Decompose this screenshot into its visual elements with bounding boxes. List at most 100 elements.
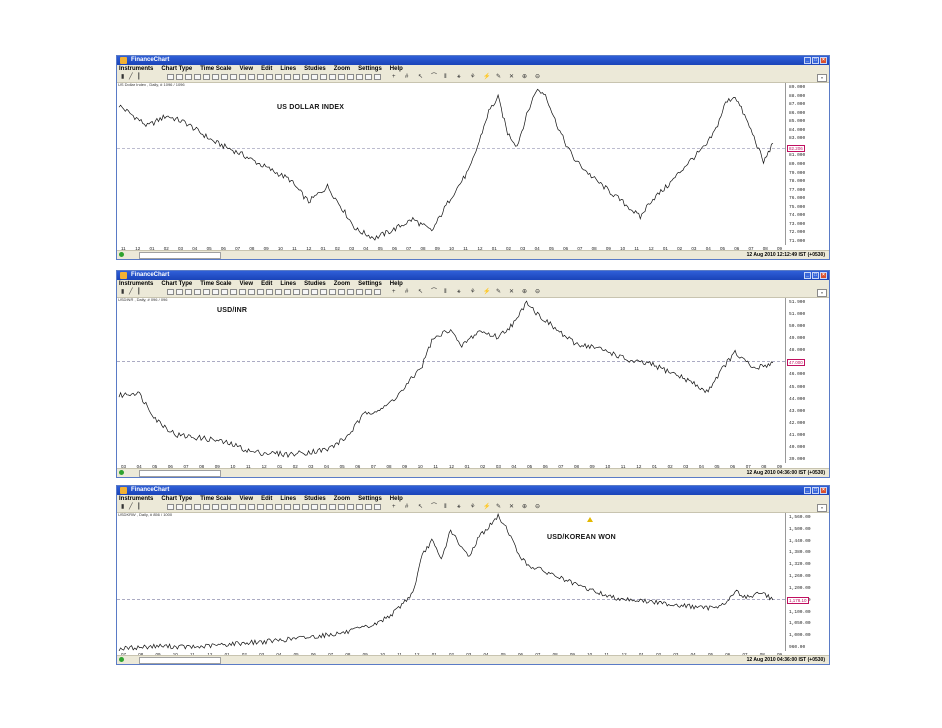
tool-icon[interactable]: ⚹: [457, 504, 461, 510]
timescale-button[interactable]: [221, 74, 228, 80]
status-input[interactable]: [139, 470, 221, 477]
chart-type-icon[interactable]: ▮: [121, 289, 125, 295]
chart-window-1[interactable]: FinanceChart _ □ × Instruments Chart Type Time…: [116, 55, 830, 260]
timescale-button[interactable]: [356, 504, 363, 510]
menu-item-view[interactable]: View: [239, 281, 254, 287]
timescale-button[interactable]: [167, 74, 174, 80]
timescale-button[interactable]: [365, 74, 372, 80]
menu-item-instruments[interactable]: Instruments: [119, 281, 154, 287]
menu-item-studies[interactable]: Studies: [304, 66, 326, 72]
timescale-button[interactable]: [167, 289, 174, 295]
timescale-button[interactable]: [257, 74, 264, 80]
crosshair-icon[interactable]: +: [392, 74, 396, 80]
timescale-button[interactable]: [203, 74, 210, 80]
tool-icon[interactable]: ⚡: [483, 504, 491, 510]
timescale-button[interactable]: [311, 74, 318, 80]
timescale-button[interactable]: [275, 504, 282, 510]
menu-item-zoom[interactable]: Zoom: [333, 66, 351, 72]
bars-icon[interactable]: ⫴: [444, 504, 447, 510]
maximize-button[interactable]: □: [812, 272, 819, 279]
timescale-button[interactable]: [356, 74, 363, 80]
timescale-button[interactable]: [293, 74, 300, 80]
timescale-button[interactable]: [266, 289, 273, 295]
timescale-button[interactable]: [347, 504, 354, 510]
collapse-button[interactable]: «: [817, 504, 827, 512]
timescale-button[interactable]: [320, 74, 327, 80]
menu-item-chart-type[interactable]: Chart Type: [161, 281, 193, 287]
menu-item-time-scale[interactable]: Time Scale: [200, 496, 232, 502]
line-icon[interactable]: ╱: [129, 289, 133, 295]
menu-item-edit[interactable]: Edit: [261, 66, 273, 72]
chart-type-icon[interactable]: ▮: [121, 74, 125, 80]
menu-item-chart-type[interactable]: Chart Type: [161, 496, 193, 502]
bars-icon[interactable]: ⫴: [444, 74, 447, 80]
status-input[interactable]: [139, 657, 221, 664]
timescale-button[interactable]: [320, 289, 327, 295]
timescale-button[interactable]: [239, 289, 246, 295]
chart-window-2[interactable]: FinanceChart _ □ × Instruments Chart Type Time…: [116, 270, 830, 478]
menu-item-help[interactable]: Help: [389, 281, 403, 287]
timescale-button[interactable]: [203, 289, 210, 295]
timescale-button[interactable]: [266, 504, 273, 510]
menu-item-view[interactable]: View: [239, 496, 254, 502]
candle-icon[interactable]: ┃: [137, 289, 141, 295]
maximize-button[interactable]: □: [812, 487, 819, 494]
tool-icon[interactable]: ⚡: [483, 74, 491, 80]
timescale-button[interactable]: [347, 74, 354, 80]
crosshair-icon[interactable]: +: [392, 289, 396, 295]
cursor-icon[interactable]: ↖: [418, 289, 424, 295]
zoom-in-icon[interactable]: ⊕: [522, 74, 528, 80]
close-button[interactable]: ×: [820, 57, 827, 64]
timescale-button[interactable]: [302, 289, 309, 295]
candle-icon[interactable]: ┃: [137, 74, 141, 80]
timescale-button[interactable]: [338, 74, 345, 80]
timescale-button[interactable]: [194, 504, 201, 510]
zoom-in-icon[interactable]: ⊕: [522, 289, 528, 295]
minimize-button[interactable]: _: [804, 487, 811, 494]
timescale-button[interactable]: [230, 74, 237, 80]
tool-icon[interactable]: ⚘: [470, 74, 476, 80]
timescale-button[interactable]: [176, 504, 183, 510]
menu-item-view[interactable]: View: [239, 66, 254, 72]
timescale-button[interactable]: [248, 504, 255, 510]
timescale-button[interactable]: [347, 289, 354, 295]
timescale-button[interactable]: [212, 504, 219, 510]
menu-item-studies[interactable]: Studies: [304, 496, 326, 502]
menu-item-zoom[interactable]: Zoom: [333, 281, 351, 287]
fib-icon[interactable]: ⌒: [431, 289, 438, 295]
tool-icon[interactable]: ⚹: [457, 289, 461, 295]
minimize-button[interactable]: _: [804, 272, 811, 279]
plot-area[interactable]: [117, 298, 785, 463]
timescale-button[interactable]: [185, 289, 192, 295]
plot-area[interactable]: [117, 83, 785, 245]
chart-window-3[interactable]: FinanceChart _ □ × Instruments Chart Type Time…: [116, 485, 830, 665]
timescale-button[interactable]: [212, 289, 219, 295]
timescale-button[interactable]: [284, 289, 291, 295]
fib-icon[interactable]: ⌒: [431, 504, 438, 510]
timescale-button[interactable]: [239, 74, 246, 80]
timescale-button[interactable]: [302, 504, 309, 510]
tool-icon[interactable]: ⚹: [457, 74, 461, 80]
timescale-button[interactable]: [311, 504, 318, 510]
menu-item-lines[interactable]: Lines: [280, 281, 297, 287]
menu-item-studies[interactable]: Studies: [304, 281, 326, 287]
timescale-button[interactable]: [365, 289, 372, 295]
timescale-button[interactable]: [374, 504, 381, 510]
tool-icon[interactable]: ✕: [509, 74, 515, 80]
collapse-button[interactable]: «: [817, 289, 827, 297]
cursor-icon[interactable]: ↖: [418, 74, 424, 80]
collapse-button[interactable]: «: [817, 74, 827, 82]
menu-item-help[interactable]: Help: [389, 496, 403, 502]
timescale-button[interactable]: [248, 289, 255, 295]
timescale-button[interactable]: [302, 74, 309, 80]
zoom-out-icon[interactable]: ⊖: [535, 74, 541, 80]
timescale-button[interactable]: [212, 74, 219, 80]
timescale-button[interactable]: [185, 74, 192, 80]
timescale-button[interactable]: [221, 504, 228, 510]
zoom-out-icon[interactable]: ⊖: [535, 504, 541, 510]
menu-item-settings[interactable]: Settings: [358, 66, 382, 72]
menu-item-lines[interactable]: Lines: [280, 66, 297, 72]
timescale-button[interactable]: [356, 289, 363, 295]
tool-icon[interactable]: ✎: [496, 289, 502, 295]
timescale-button[interactable]: [374, 74, 381, 80]
